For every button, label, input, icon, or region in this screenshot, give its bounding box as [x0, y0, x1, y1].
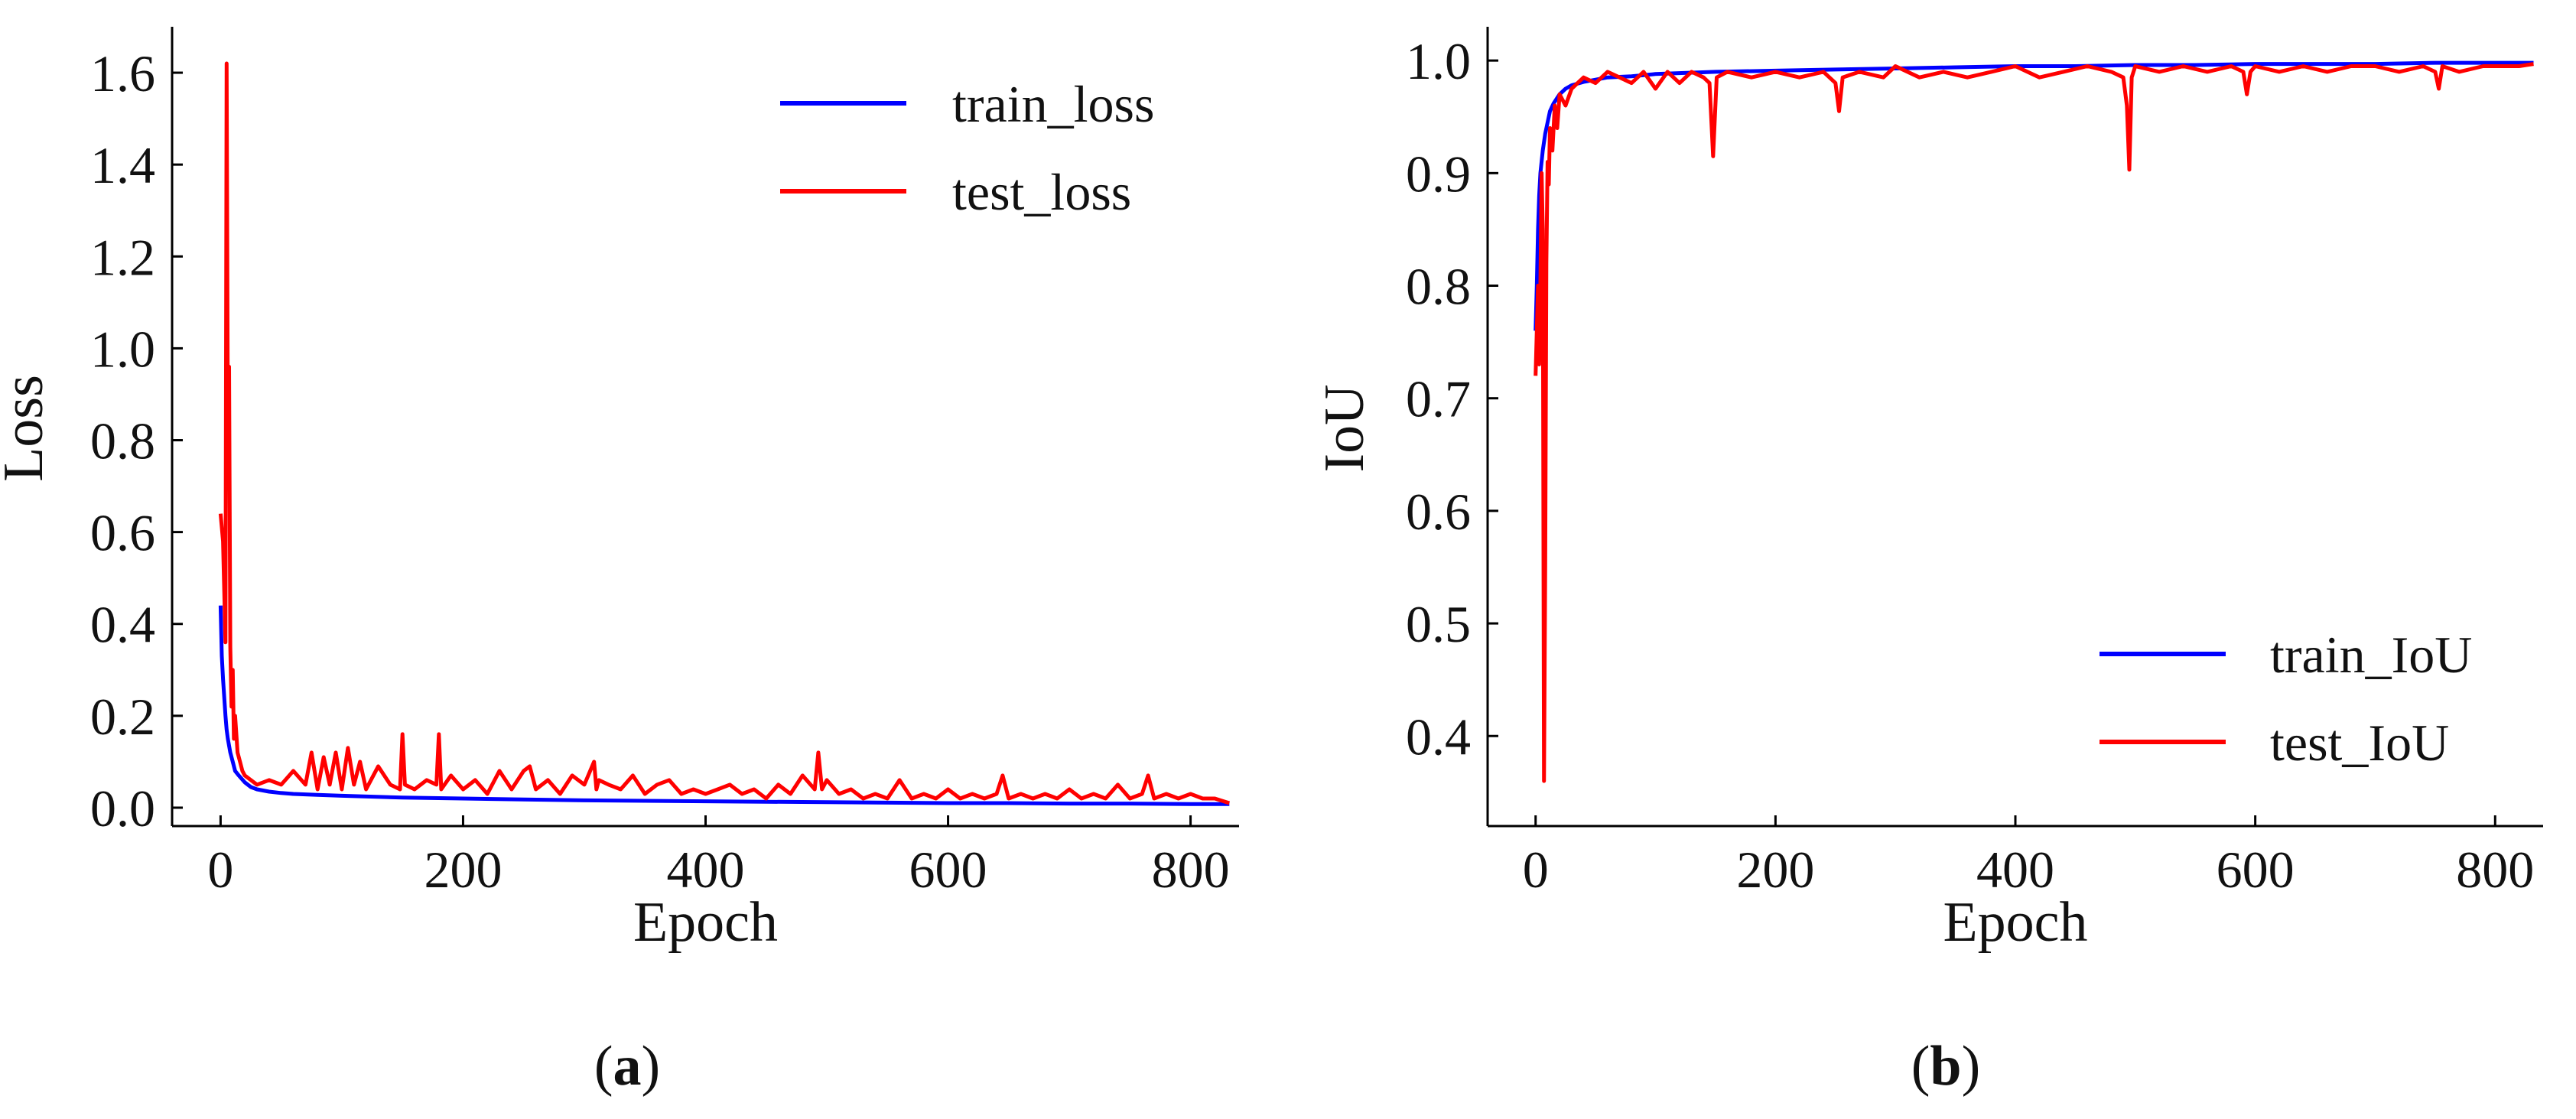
loss-x-tick-label: 0 [207, 841, 233, 899]
caption-a-letter: a [613, 1035, 642, 1098]
loss-y-tick-label: 0.8 [90, 412, 155, 470]
loss-x-tick-label: 200 [424, 841, 502, 899]
loss-y-tick-label: 0.2 [90, 688, 155, 746]
loss-y-tick-label: 1.4 [90, 136, 155, 194]
caption-a: (a) [594, 1035, 660, 1098]
iou-legend-label-test-IoU: test_IoU [2270, 714, 2449, 772]
iou-x-tick-label: 200 [1736, 841, 1814, 899]
iou-x-axis-label: Epoch [1943, 891, 2087, 954]
loss-x-tick-label: 600 [909, 841, 987, 899]
iou-series-line-train-IoU [1534, 60, 2534, 331]
iou-y-tick-label: 0.6 [1406, 483, 1471, 541]
loss-legend-label-test-loss: test_loss [952, 163, 1131, 221]
chart-panel-loss: 0.0 0.2 0.4 0.6 0.8 1.0 1.2 1.4 1.6 0 200 400 600 800… [0, 27, 1239, 954]
caption-b-letter: b [1930, 1035, 1961, 1098]
loss-y-tick-label: 0.0 [90, 779, 155, 838]
iou-y-tick-label: 0.8 [1406, 258, 1471, 316]
loss-y-tick-label: 1.2 [90, 228, 155, 286]
loss-legend-label-train-loss: train_loss [952, 75, 1154, 133]
loss-y-tick-label: 0.4 [90, 596, 155, 654]
iou-y-axis-label: IoU [1313, 384, 1376, 472]
loss-x-tick-label: 800 [1152, 841, 1230, 899]
loss-y-tick-label: 0.6 [90, 504, 155, 562]
iou-x-tick-label: 800 [2456, 841, 2534, 899]
loss-series-line-train-loss [218, 605, 1230, 806]
iou-x-tick-label: 400 [1976, 841, 2054, 899]
iou-y-tick-label: 1.0 [1406, 32, 1471, 90]
iou-x-tick-label: 0 [1523, 841, 1549, 899]
chart-panel-iou: 0.4 0.5 0.6 0.7 0.8 0.9 1.0 0 200 400 600 800 Epoch I… [1313, 27, 2543, 954]
loss-x-tick-label: 400 [667, 841, 745, 899]
iou-y-tick-label: 0.9 [1406, 145, 1471, 203]
iou-x-tick-label: 600 [2217, 841, 2295, 899]
loss-y-tick-label: 1.6 [90, 44, 155, 102]
iou-y-tick-label: 0.4 [1406, 708, 1471, 766]
loss-y-axis-label: Loss [0, 375, 55, 482]
loss-series-line-test-loss [218, 61, 1231, 805]
iou-series-line-test-IoU [1534, 62, 2534, 783]
iou-y-tick-label: 0.5 [1406, 595, 1471, 653]
caption-b: (b) [1911, 1035, 1980, 1098]
iou-y-tick-label: 0.7 [1406, 370, 1471, 428]
loss-x-axis-label: Epoch [633, 891, 778, 954]
loss-y-tick-label: 1.0 [90, 320, 155, 378]
iou-legend-label-train-IoU: train_IoU [2270, 626, 2472, 684]
